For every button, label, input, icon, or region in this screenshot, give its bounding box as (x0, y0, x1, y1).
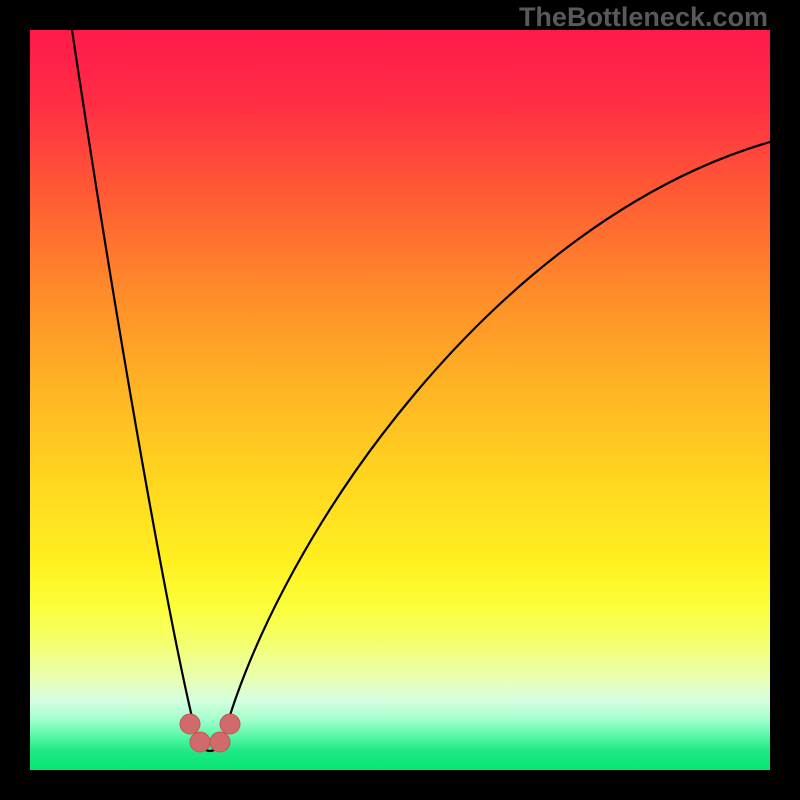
chart-svg (30, 30, 770, 770)
watermark-text: TheBottleneck.com (519, 2, 768, 33)
valley-marker (190, 732, 210, 752)
chart-frame (30, 30, 770, 770)
valley-marker (220, 714, 240, 734)
gradient-background (30, 30, 770, 770)
valley-marker (210, 732, 230, 752)
valley-marker (180, 714, 200, 734)
plot-area (30, 30, 770, 770)
